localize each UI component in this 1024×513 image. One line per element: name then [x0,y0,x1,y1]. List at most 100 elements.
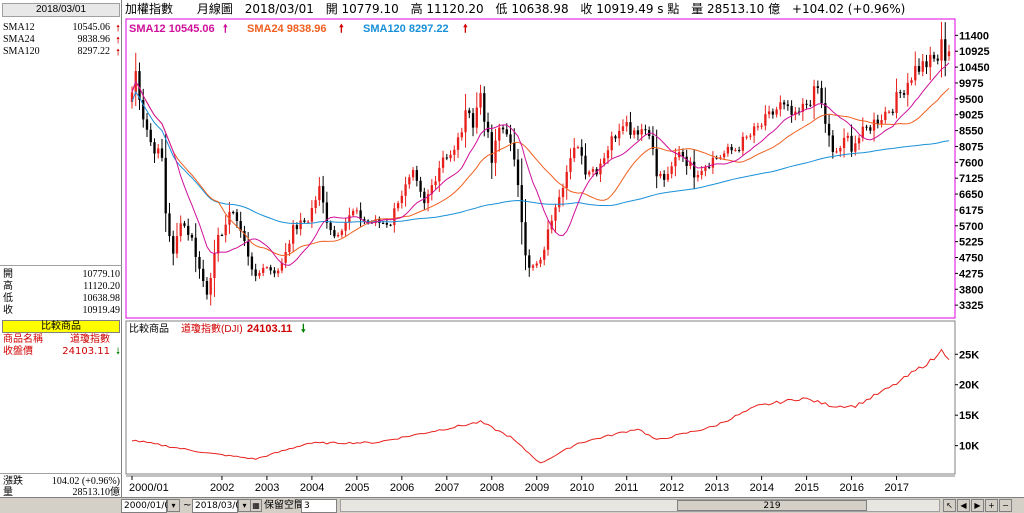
arrow-up-icon: 🠕 [223,22,228,35]
candlestick-chart[interactable]: 11400 10925 10450 9975 9500 9025 8550 8075 7600 7… [123,18,1024,320]
candle-down [651,135,655,149]
candle-down [505,129,508,135]
compare-close-row: 收盤價 24103.11 🠗 [3,346,120,358]
header-open: 開 10779.10 [325,2,399,16]
keep-space-input[interactable]: 3 [301,499,337,513]
scroll-right-icon[interactable]: ▶ [971,499,984,512]
price-tick-label: 3325 [959,300,983,312]
candle-up [696,174,700,178]
candle-down [172,236,175,254]
candle-up [606,150,610,159]
candle-up [213,253,216,278]
candle-up [794,111,797,115]
candle-up [947,51,951,57]
arrow-down-icon: 🠗 [116,347,120,357]
arrow-up-icon: 🠕 [116,23,120,33]
candle-up [603,158,606,164]
time-tick-label: 2015 [795,482,819,494]
close-value: 10919.49 [82,305,121,316]
time-tick-label: 2008 [480,482,504,494]
candle-down [850,135,853,152]
candle-down [936,58,939,61]
end-date-field[interactable]: 2018/03/01 [192,499,247,513]
time-tick-label: 2014 [750,482,774,494]
candle-down [629,122,632,135]
sma12-label: SMA12 [3,22,35,33]
keep-space-icon[interactable]: ▦ [250,499,262,512]
zoom-in-icon[interactable]: + [985,499,998,512]
low-value: 10638.98 [82,293,121,304]
candle-down [202,268,205,282]
candle-down [138,71,141,101]
candle-up [531,265,535,268]
candle-up [880,120,883,124]
candle-up [265,267,269,269]
candle-up [700,170,703,175]
compare-legend-value: 24103.11 [247,323,292,335]
candle-up [670,166,673,174]
candle-down [187,225,190,235]
time-tick-label: 2002 [210,482,234,494]
high-value: 11120.20 [83,281,120,292]
high-label: 高 [3,281,13,292]
candle-down [198,256,201,269]
compare-name-label: 商品名稱 [3,334,43,345]
time-tick-label: 2005 [345,482,369,494]
candle-up [224,224,227,236]
candle-up [711,157,715,168]
sma12-row: SMA12 10545.06 🠕 [3,22,120,34]
cursor-icon[interactable]: ↖ [943,499,956,512]
sma24-line [131,80,950,257]
period-label[interactable]: 月線圖 [196,2,233,16]
candle-down [820,87,823,104]
price-tick-label: 4275 [959,268,983,280]
candle-up [812,86,816,106]
candle-up [569,158,572,172]
candle-up [760,125,763,127]
candle-down [389,224,392,226]
start-date-field[interactable]: 2000/01/04 [121,499,176,513]
candle-up [775,109,778,115]
price-tick-label: 5225 [959,237,983,249]
compare-frame [125,320,956,475]
candle-up [351,210,355,216]
date-range-tilde: ~ [183,500,192,511]
candle-up [659,173,662,177]
header-high: 高 11120.20 [410,2,484,16]
legend-sma120: SMA120 8297.22 [363,23,449,35]
scroll-thumb[interactable]: 219 [677,500,867,511]
candle-up [734,150,737,152]
candle-up [910,80,913,83]
candle-down [483,93,486,122]
compare-name-value: 道瓊指數 [70,334,110,345]
candle-up [262,267,265,273]
sma12-line [131,62,950,266]
change-value: 104.02 (+0.96%) [51,476,120,487]
candle-down [925,61,928,68]
candle-up [441,157,445,168]
candle-down [580,147,583,156]
candle-down [730,146,733,151]
time-tick-label: 2009 [525,482,549,494]
candle-up [539,259,542,264]
sma24-value: 9838.96 [77,34,111,45]
candle-down [194,237,197,257]
candle-up [726,146,730,154]
candle-down [273,270,276,274]
candle-up [558,197,561,208]
candle-up [576,147,580,149]
arrow-up-icon: 🠕 [116,47,120,57]
time-scrollbar[interactable]: 219 [340,499,940,512]
scroll-left-icon[interactable]: ◀ [957,499,970,512]
start-date-dropdown-icon[interactable]: ▾ [167,499,180,512]
candle-down [232,212,235,214]
candle-up [426,194,430,204]
candle-down [220,234,224,236]
zoom-out-icon[interactable]: − [999,499,1012,512]
candle-down [190,234,194,238]
quote-header: 加權指數 月線圖 2018/03/01 開 10779.10 高 11120.2… [123,0,1024,18]
comparison-chart[interactable]: 25K 20K 15K 10K 比較商品 道瓊指數(DJI) 24103.11 🠗 [123,320,1024,475]
candle-down [584,155,587,175]
time-tick-label: 2011 [615,482,639,494]
legend-sma24: SMA24 9838.96 [247,23,327,35]
